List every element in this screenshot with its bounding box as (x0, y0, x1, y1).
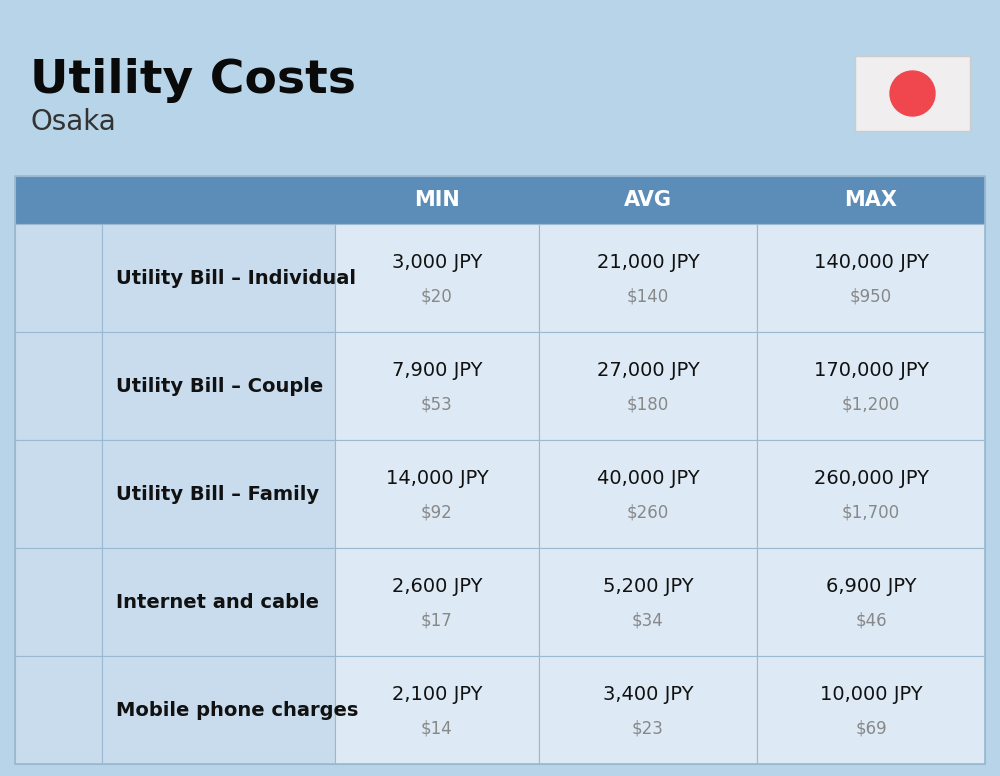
FancyBboxPatch shape (102, 332, 335, 440)
Text: 6,900 JPY: 6,900 JPY (826, 577, 916, 595)
Text: $14: $14 (421, 719, 453, 737)
FancyBboxPatch shape (335, 656, 539, 764)
FancyBboxPatch shape (15, 176, 985, 224)
Text: $260: $260 (627, 503, 669, 521)
Text: $53: $53 (421, 395, 453, 413)
Text: Utility Bill – Individual: Utility Bill – Individual (116, 268, 356, 287)
FancyBboxPatch shape (15, 440, 102, 548)
FancyBboxPatch shape (335, 332, 539, 440)
FancyBboxPatch shape (855, 56, 970, 131)
FancyBboxPatch shape (539, 332, 757, 440)
FancyBboxPatch shape (757, 548, 985, 656)
Text: $69: $69 (855, 719, 887, 737)
Text: 14,000 JPY: 14,000 JPY (386, 469, 488, 487)
FancyBboxPatch shape (102, 224, 335, 332)
Text: AVG: AVG (624, 190, 672, 210)
Text: 3,000 JPY: 3,000 JPY (392, 252, 482, 272)
FancyBboxPatch shape (757, 656, 985, 764)
Text: $34: $34 (632, 611, 664, 629)
Text: 5,200 JPY: 5,200 JPY (603, 577, 693, 595)
FancyBboxPatch shape (15, 656, 102, 764)
FancyBboxPatch shape (539, 224, 757, 332)
Text: 260,000 JPY: 260,000 JPY (814, 469, 929, 487)
FancyBboxPatch shape (102, 656, 335, 764)
FancyBboxPatch shape (102, 548, 335, 656)
Text: 27,000 JPY: 27,000 JPY (597, 361, 699, 379)
FancyBboxPatch shape (539, 548, 757, 656)
FancyBboxPatch shape (757, 224, 985, 332)
Text: $20: $20 (421, 287, 453, 305)
Text: $92: $92 (421, 503, 453, 521)
Text: Utility Bill – Family: Utility Bill – Family (116, 484, 319, 504)
FancyBboxPatch shape (539, 656, 757, 764)
Text: 10,000 JPY: 10,000 JPY (820, 684, 922, 704)
Text: $950: $950 (850, 287, 892, 305)
Text: $1,200: $1,200 (842, 395, 900, 413)
Text: 21,000 JPY: 21,000 JPY (597, 252, 699, 272)
Text: Mobile phone charges: Mobile phone charges (116, 701, 359, 719)
Text: MAX: MAX (845, 190, 898, 210)
Text: Utility Bill – Couple: Utility Bill – Couple (116, 376, 324, 396)
Text: $140: $140 (627, 287, 669, 305)
Text: 40,000 JPY: 40,000 JPY (597, 469, 699, 487)
Text: 7,900 JPY: 7,900 JPY (392, 361, 482, 379)
FancyBboxPatch shape (102, 440, 335, 548)
Text: 140,000 JPY: 140,000 JPY (814, 252, 929, 272)
Text: $180: $180 (627, 395, 669, 413)
Circle shape (890, 71, 935, 116)
Text: MIN: MIN (414, 190, 460, 210)
Text: 2,600 JPY: 2,600 JPY (392, 577, 482, 595)
Text: $23: $23 (632, 719, 664, 737)
Text: 3,400 JPY: 3,400 JPY (603, 684, 693, 704)
FancyBboxPatch shape (757, 332, 985, 440)
FancyBboxPatch shape (335, 224, 539, 332)
Text: Internet and cable: Internet and cable (116, 593, 319, 611)
Text: $17: $17 (421, 611, 453, 629)
Text: $1,700: $1,700 (842, 503, 900, 521)
FancyBboxPatch shape (757, 440, 985, 548)
Text: 2,100 JPY: 2,100 JPY (392, 684, 482, 704)
Text: $46: $46 (855, 611, 887, 629)
FancyBboxPatch shape (15, 332, 102, 440)
FancyBboxPatch shape (335, 548, 539, 656)
FancyBboxPatch shape (15, 224, 102, 332)
FancyBboxPatch shape (15, 548, 102, 656)
Text: Utility Costs: Utility Costs (30, 58, 356, 103)
FancyBboxPatch shape (539, 440, 757, 548)
Text: 170,000 JPY: 170,000 JPY (814, 361, 929, 379)
Text: Osaka: Osaka (30, 108, 116, 136)
FancyBboxPatch shape (335, 440, 539, 548)
